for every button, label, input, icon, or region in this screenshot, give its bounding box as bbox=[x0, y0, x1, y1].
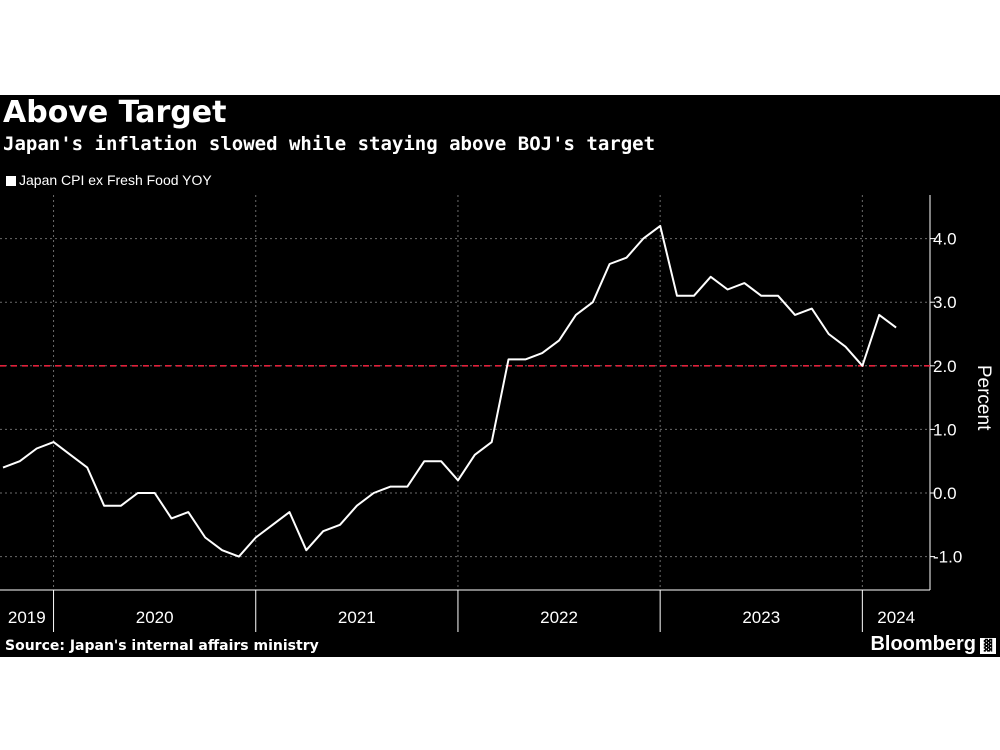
brand-name: Bloomberg bbox=[870, 633, 976, 655]
legend: Japan CPI ex Fresh Food YOY bbox=[6, 171, 212, 189]
y-tick-label: 1.0 bbox=[933, 420, 957, 439]
brand-logo: Bloomberg ▓ bbox=[870, 633, 996, 655]
y-axis-title: Percent bbox=[973, 365, 994, 431]
legend-label: Japan CPI ex Fresh Food YOY bbox=[19, 172, 212, 188]
chart-subtitle: Japan's inflation slowed while staying a… bbox=[3, 133, 656, 155]
chart-panel: Above Target Japan's inflation slowed wh… bbox=[0, 95, 1000, 657]
y-tick-label: -1.0 bbox=[933, 548, 962, 567]
line-chart: 4.0 3.0 2.0 1.0 0.0 -1.0 Percent 2019 2020 2021 20… bbox=[0, 195, 994, 632]
legend-swatch bbox=[6, 176, 16, 186]
x-tick-label: 2024 bbox=[877, 608, 915, 627]
x-tick-label: 2022 bbox=[540, 608, 578, 627]
x-tick-label: 2020 bbox=[136, 608, 174, 627]
x-tick-label: 2019 bbox=[8, 608, 46, 627]
y-tick-label: 4.0 bbox=[933, 230, 957, 249]
source-note: Source: Japan's internal affairs ministr… bbox=[5, 638, 319, 654]
bloomberg-chart-icon: ▓ bbox=[980, 638, 996, 654]
y-tick-label: 2.0 bbox=[933, 357, 957, 376]
chart-title: Above Target bbox=[3, 95, 227, 130]
x-tick-label: 2023 bbox=[742, 608, 780, 627]
y-tick-label: 0.0 bbox=[933, 484, 957, 503]
x-tick-label: 2021 bbox=[338, 608, 376, 627]
y-tick-label: 3.0 bbox=[933, 293, 957, 312]
series-line bbox=[2, 224, 897, 558]
